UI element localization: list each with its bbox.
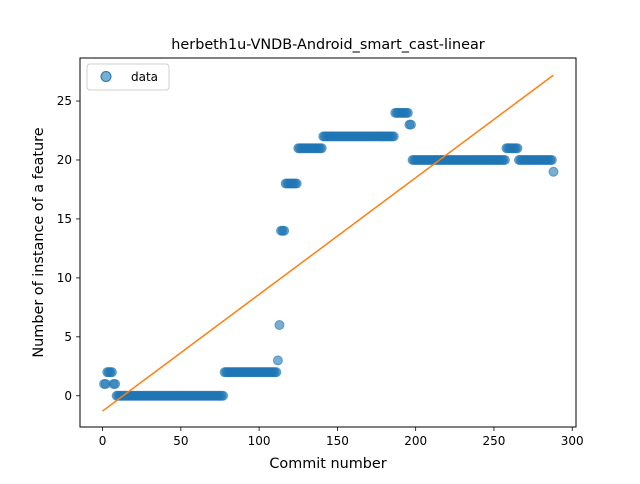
legend-label-data: data bbox=[131, 70, 158, 84]
data-point bbox=[402, 107, 413, 118]
plot-frame bbox=[79, 57, 577, 428]
data-point bbox=[279, 225, 290, 236]
legend: data bbox=[86, 63, 170, 91]
data-point bbox=[548, 166, 559, 177]
chart-title: herbeth1u-VNDB-Android_smart_cast-linear bbox=[171, 37, 484, 53]
y-tick-label: 20 bbox=[57, 153, 72, 167]
data-point bbox=[272, 355, 283, 366]
x-tick-label: 300 bbox=[561, 434, 584, 448]
data-point bbox=[110, 378, 121, 389]
fit-line bbox=[102, 74, 554, 412]
x-tick-label: 100 bbox=[248, 434, 271, 448]
y-tick-label: 10 bbox=[57, 271, 72, 285]
data-point bbox=[218, 390, 229, 401]
x-axis-ticks: 0 50 100 150 200 250 300 bbox=[99, 427, 584, 448]
legend-marker bbox=[100, 71, 112, 82]
legend-box bbox=[86, 63, 170, 91]
x-tick-label: 0 bbox=[99, 434, 107, 448]
data-point bbox=[405, 119, 416, 130]
data-point bbox=[274, 320, 285, 331]
data-point bbox=[106, 367, 117, 378]
x-axis-label: Commit number bbox=[269, 456, 386, 472]
y-tick-label: 0 bbox=[64, 389, 72, 403]
x-tick-label: 250 bbox=[483, 434, 506, 448]
y-tick-label: 15 bbox=[57, 212, 72, 226]
x-tick-label: 200 bbox=[404, 434, 427, 448]
y-axis-label: Number of instance of a feature bbox=[31, 127, 47, 357]
data-point bbox=[388, 131, 399, 142]
data-point bbox=[271, 367, 282, 378]
scatter-points bbox=[99, 107, 559, 401]
y-axis-ticks: 0 5 10 15 20 25 bbox=[57, 94, 80, 403]
y-tick-label: 5 bbox=[64, 330, 72, 344]
data-point bbox=[546, 154, 557, 165]
data-point bbox=[316, 143, 327, 154]
data-point bbox=[291, 178, 302, 189]
data-point bbox=[499, 154, 510, 165]
x-tick-label: 150 bbox=[326, 434, 349, 448]
trend-lines bbox=[102, 74, 554, 412]
y-tick-label: 25 bbox=[57, 94, 72, 108]
x-tick-label: 50 bbox=[173, 434, 188, 448]
data-point bbox=[512, 143, 523, 154]
